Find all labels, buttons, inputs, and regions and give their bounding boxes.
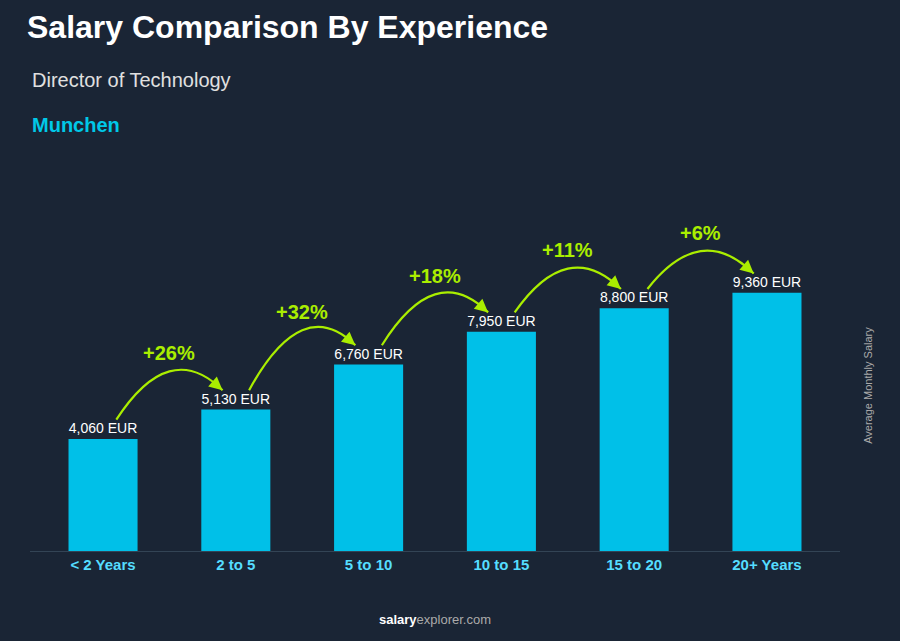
svg-text:+18%: +18% [409,265,461,287]
svg-text:5,130 EUR: 5,130 EUR [202,391,270,407]
svg-text:5 to 10: 5 to 10 [345,556,393,573]
svg-text:Director of Technology: Director of Technology [32,69,231,91]
svg-text:9,360 EUR: 9,360 EUR [733,274,801,290]
svg-text:2 to 5: 2 to 5 [216,556,255,573]
svg-text:Salary Comparison By Experienc: Salary Comparison By Experience [27,9,548,45]
svg-text:+26%: +26% [143,342,195,364]
svg-text:+11%: +11% [542,239,593,261]
svg-text:+32%: +32% [276,301,328,323]
svg-text:Average Monthly Salary: Average Monthly Salary [862,327,874,444]
svg-text:salaryexplorer.com: salaryexplorer.com [379,612,491,627]
svg-text:8,800 EUR: 8,800 EUR [600,289,668,305]
svg-text:Munchen: Munchen [32,114,120,136]
svg-text:10 to 15: 10 to 15 [473,556,529,573]
svg-text:6,760 EUR: 6,760 EUR [334,346,402,362]
svg-text:20+ Years: 20+ Years [732,556,801,573]
svg-text:15 to 20: 15 to 20 [606,556,662,573]
svg-text:4,060 EUR: 4,060 EUR [69,420,137,436]
svg-text:+6%: +6% [680,222,721,244]
svg-text:< 2 Years: < 2 Years [70,556,135,573]
svg-text:7,950 EUR: 7,950 EUR [467,313,535,329]
